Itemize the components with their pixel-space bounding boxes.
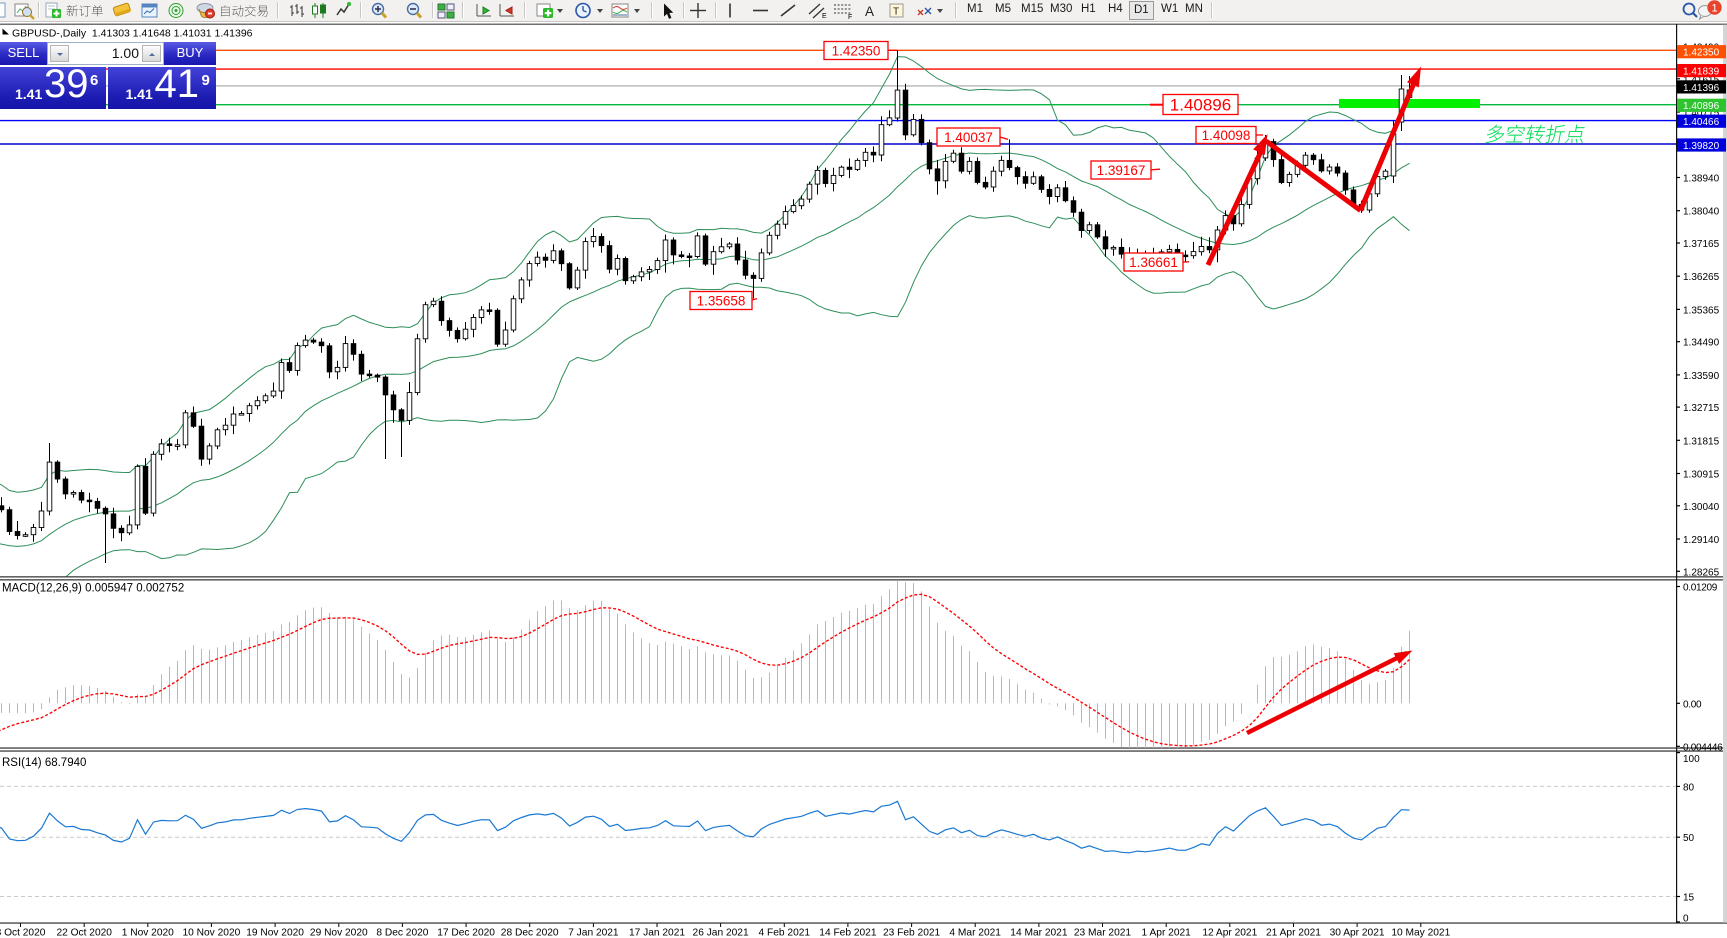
svg-text:14 Feb 2021: 14 Feb 2021	[819, 928, 877, 938]
svg-text:1.37165: 1.37165	[1683, 239, 1720, 250]
svg-text:15: 15	[1683, 893, 1695, 904]
svg-text:0.01209: 0.01209	[1683, 583, 1718, 594]
svg-text:E: E	[822, 13, 827, 20]
svg-text:1.34490: 1.34490	[1683, 338, 1720, 349]
svg-text:1.30915: 1.30915	[1683, 470, 1720, 481]
svg-text:1.40896: 1.40896	[1170, 96, 1231, 115]
svg-text:1 Apr 2021: 1 Apr 2021	[1142, 928, 1192, 938]
svg-text:1.38040: 1.38040	[1683, 207, 1720, 218]
svg-text:1.38940: 1.38940	[1683, 174, 1720, 185]
svg-text:4 Feb 2021: 4 Feb 2021	[759, 928, 811, 938]
svg-text:17 Jan 2021: 17 Jan 2021	[629, 928, 685, 938]
svg-text:14 Mar 2021: 14 Mar 2021	[1010, 928, 1068, 938]
svg-text:1.42350: 1.42350	[1683, 48, 1720, 59]
svg-text:19 Nov 2020: 19 Nov 2020	[246, 928, 304, 938]
svg-text:10 Nov 2020: 10 Nov 2020	[183, 928, 241, 938]
svg-text:1.35658: 1.35658	[697, 293, 746, 308]
svg-text:100: 100	[1683, 754, 1700, 765]
svg-text:1 Nov 2020: 1 Nov 2020	[122, 928, 174, 938]
svg-text:A: A	[865, 4, 874, 19]
svg-text:1.39167: 1.39167	[1097, 163, 1146, 178]
svg-text:MACD(12,26,9) 0.005947 0.00275: MACD(12,26,9) 0.005947 0.002752	[2, 583, 184, 595]
svg-text:1.28265: 1.28265	[1683, 567, 1720, 578]
svg-text:28 Dec 2020: 28 Dec 2020	[501, 928, 559, 938]
svg-text:29 Nov 2020: 29 Nov 2020	[310, 928, 368, 938]
svg-text:22 Oct 2020: 22 Oct 2020	[56, 928, 112, 938]
svg-text:1.42350: 1.42350	[832, 43, 881, 58]
svg-text:1.40098: 1.40098	[1202, 128, 1251, 143]
svg-text:1.40037: 1.40037	[944, 130, 993, 145]
svg-text:1.31815: 1.31815	[1683, 436, 1720, 447]
svg-text:1.40466: 1.40466	[1683, 117, 1720, 128]
svg-text:0: 0	[1683, 914, 1689, 925]
svg-text:1.35365: 1.35365	[1683, 305, 1720, 316]
svg-text:RSI(14) 68.7940: RSI(14) 68.7940	[2, 757, 86, 769]
svg-text:26 Jan 2021: 26 Jan 2021	[693, 928, 749, 938]
svg-text:4 Mar 2021: 4 Mar 2021	[949, 928, 1001, 938]
svg-text:7 Jan 2021: 7 Jan 2021	[568, 928, 619, 938]
svg-text:1.41839: 1.41839	[1683, 67, 1720, 78]
svg-text:1.39820: 1.39820	[1683, 141, 1720, 152]
svg-text:GBPUSD-,Daily 1.41303 1.41648: GBPUSD-,Daily 1.41303 1.41648 1.41031 1.…	[12, 28, 253, 40]
svg-text:80: 80	[1683, 782, 1695, 793]
svg-text:F: F	[848, 14, 852, 21]
svg-text:17 Dec 2020: 17 Dec 2020	[437, 928, 495, 938]
svg-text:30 Apr 2021: 30 Apr 2021	[1330, 928, 1385, 938]
svg-text:1.33590: 1.33590	[1683, 371, 1720, 382]
svg-text:-0.004446: -0.004446	[1680, 742, 1723, 753]
svg-text:8 Oct 2020: 8 Oct 2020	[0, 928, 46, 938]
svg-text:23 Feb 2021: 23 Feb 2021	[883, 928, 941, 938]
svg-text:23 Mar 2021: 23 Mar 2021	[1074, 928, 1132, 938]
svg-text:8 Dec 2020: 8 Dec 2020	[376, 928, 428, 938]
svg-text:1.30040: 1.30040	[1683, 502, 1720, 513]
svg-text:1.36661: 1.36661	[1129, 255, 1178, 270]
svg-text:T: T	[893, 7, 899, 18]
svg-text:50: 50	[1683, 833, 1695, 844]
svg-text:1.40896: 1.40896	[1683, 101, 1720, 112]
svg-text:1.29140: 1.29140	[1683, 535, 1720, 546]
svg-text:10 May 2021: 10 May 2021	[1391, 928, 1450, 938]
svg-text:1.36265: 1.36265	[1683, 272, 1720, 283]
svg-text:1.40715: 1.40715	[1683, 108, 1720, 119]
svg-text:21 Apr 2021: 21 Apr 2021	[1266, 928, 1321, 938]
svg-text:0.00: 0.00	[1683, 699, 1702, 710]
svg-text:12 Apr 2021: 12 Apr 2021	[1202, 928, 1257, 938]
svg-text:1: 1	[1711, 3, 1717, 15]
svg-text:1.32715: 1.32715	[1683, 403, 1720, 414]
svg-text:1.41396: 1.41396	[1683, 83, 1720, 94]
